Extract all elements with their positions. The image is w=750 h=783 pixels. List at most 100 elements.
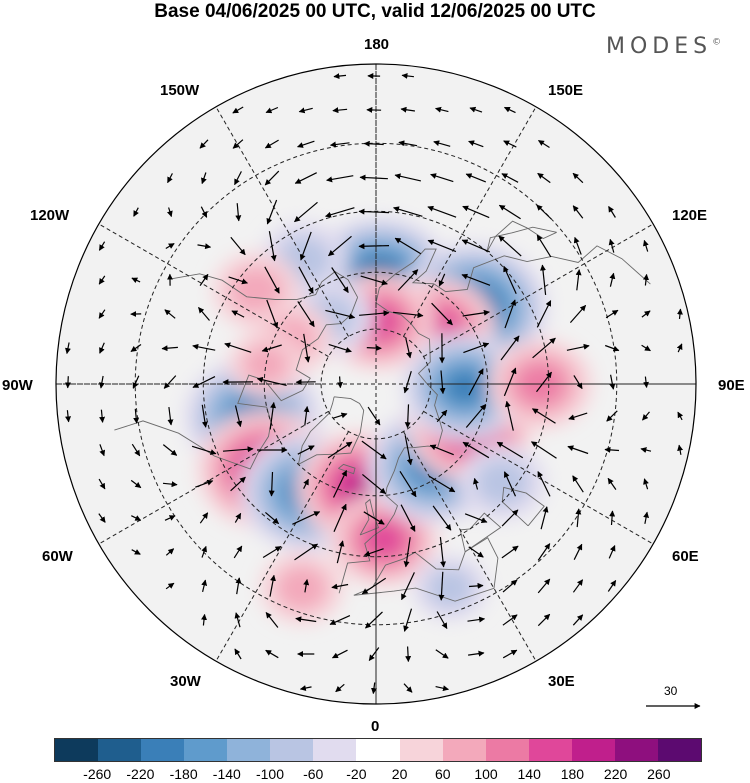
wind-vector bbox=[234, 648, 242, 660]
wind-vector bbox=[264, 170, 280, 186]
wind-vector bbox=[363, 548, 384, 557]
wind-vector bbox=[365, 611, 383, 629]
wind-vector bbox=[569, 304, 587, 323]
wind-vector bbox=[361, 440, 387, 460]
wind-vector bbox=[65, 342, 71, 355]
colorbar-cell bbox=[614, 739, 658, 761]
wind-vector bbox=[573, 543, 583, 560]
lon-label-30e: 30E bbox=[548, 673, 575, 690]
wind-vector bbox=[256, 376, 287, 386]
wind-vector bbox=[643, 376, 649, 388]
wind-vector bbox=[367, 406, 381, 426]
wind-vector bbox=[162, 444, 178, 456]
coastline bbox=[338, 463, 356, 475]
wind-vector bbox=[201, 172, 207, 185]
wind-vector bbox=[432, 505, 452, 531]
wind-vector bbox=[329, 141, 350, 148]
wind-vector bbox=[224, 342, 252, 353]
brand-text: MODES bbox=[606, 34, 713, 59]
colorbar-tick-label: -260 bbox=[83, 766, 112, 782]
coastline bbox=[375, 245, 651, 303]
colorbar-tick-label: -100 bbox=[255, 766, 285, 782]
wind-vector bbox=[539, 264, 547, 295]
modes-logo: MODES© bbox=[606, 34, 721, 59]
wind-vector bbox=[331, 649, 348, 659]
wind-vector bbox=[536, 204, 552, 220]
wind-vector bbox=[676, 308, 683, 319]
wind-vector bbox=[430, 173, 454, 183]
wind-vector bbox=[439, 537, 447, 568]
wind-vector bbox=[303, 333, 311, 363]
colorbar-tick-label: -60 bbox=[303, 766, 324, 782]
wind-vector bbox=[608, 545, 616, 559]
wind-vector bbox=[234, 512, 242, 523]
wind-vector bbox=[165, 548, 175, 556]
wind-vector bbox=[604, 446, 620, 453]
meridian bbox=[215, 431, 349, 662]
colorbar-tick-label: 220 bbox=[603, 766, 628, 782]
wind-vector bbox=[502, 579, 518, 593]
wind-vector bbox=[400, 106, 415, 113]
colorbar-cell bbox=[399, 739, 443, 761]
wind-vector bbox=[677, 444, 684, 455]
polar-stereographic-map bbox=[55, 63, 701, 709]
wind-vector bbox=[573, 375, 583, 390]
wind-vector bbox=[501, 545, 519, 559]
wind-vector bbox=[465, 173, 487, 183]
wind-vector bbox=[268, 471, 275, 497]
wind-vector bbox=[359, 174, 388, 181]
colorbar-cell bbox=[485, 739, 529, 761]
lon-label-120e: 120E bbox=[672, 207, 708, 224]
wind-vector bbox=[467, 616, 486, 623]
wind-vector bbox=[438, 571, 445, 601]
wind-vector bbox=[358, 208, 390, 215]
wind-vector bbox=[298, 107, 313, 114]
map-border bbox=[55, 63, 697, 705]
wind-vector bbox=[228, 276, 248, 285]
colorbar-cell bbox=[571, 739, 615, 761]
wind-vector bbox=[328, 235, 352, 257]
wind-vector bbox=[405, 646, 412, 663]
wind-vector bbox=[360, 275, 388, 286]
wind-vector bbox=[201, 545, 208, 558]
wind-vector bbox=[234, 171, 242, 186]
wind-vector bbox=[371, 682, 377, 695]
colorbar-tick-label: 140 bbox=[517, 766, 541, 782]
colorbar-cell bbox=[356, 739, 400, 761]
wind-vector bbox=[501, 509, 519, 527]
wind-vector bbox=[231, 310, 245, 318]
wind-vector bbox=[607, 580, 617, 592]
anomaly-contour bbox=[275, 565, 328, 611]
wind-vector bbox=[201, 404, 208, 428]
wind-vector bbox=[199, 512, 209, 524]
lon-label-90e: 90E bbox=[718, 377, 745, 394]
wind-vector bbox=[162, 481, 178, 488]
coastline bbox=[169, 271, 358, 300]
wind-vector bbox=[303, 478, 309, 489]
wind-vector bbox=[363, 140, 384, 147]
wind-vector bbox=[230, 476, 246, 492]
wind-vector bbox=[98, 478, 106, 490]
colorbar-cell bbox=[657, 739, 701, 761]
wind-vector bbox=[361, 577, 387, 595]
wind-vector bbox=[568, 412, 588, 421]
anomaly-layer bbox=[184, 216, 593, 625]
wind-vector bbox=[399, 470, 417, 498]
wind-vector bbox=[329, 615, 351, 625]
map-disk bbox=[56, 64, 696, 704]
wind-vector bbox=[606, 410, 618, 422]
wind-vector bbox=[504, 400, 514, 431]
colorbar-cell bbox=[227, 739, 271, 761]
wind-vector bbox=[235, 577, 242, 595]
wind-vector bbox=[436, 611, 448, 630]
wind-vector bbox=[337, 376, 344, 389]
wind-vector bbox=[200, 206, 208, 218]
wind-vector bbox=[502, 649, 518, 659]
wind-vector bbox=[436, 409, 448, 423]
wind-vector bbox=[403, 537, 411, 568]
colorbar-tick-label: 20 bbox=[391, 766, 408, 782]
wind-vector bbox=[463, 342, 490, 354]
wind-vector bbox=[531, 408, 556, 424]
wind-vector bbox=[297, 445, 315, 455]
wind-vector bbox=[98, 513, 106, 523]
